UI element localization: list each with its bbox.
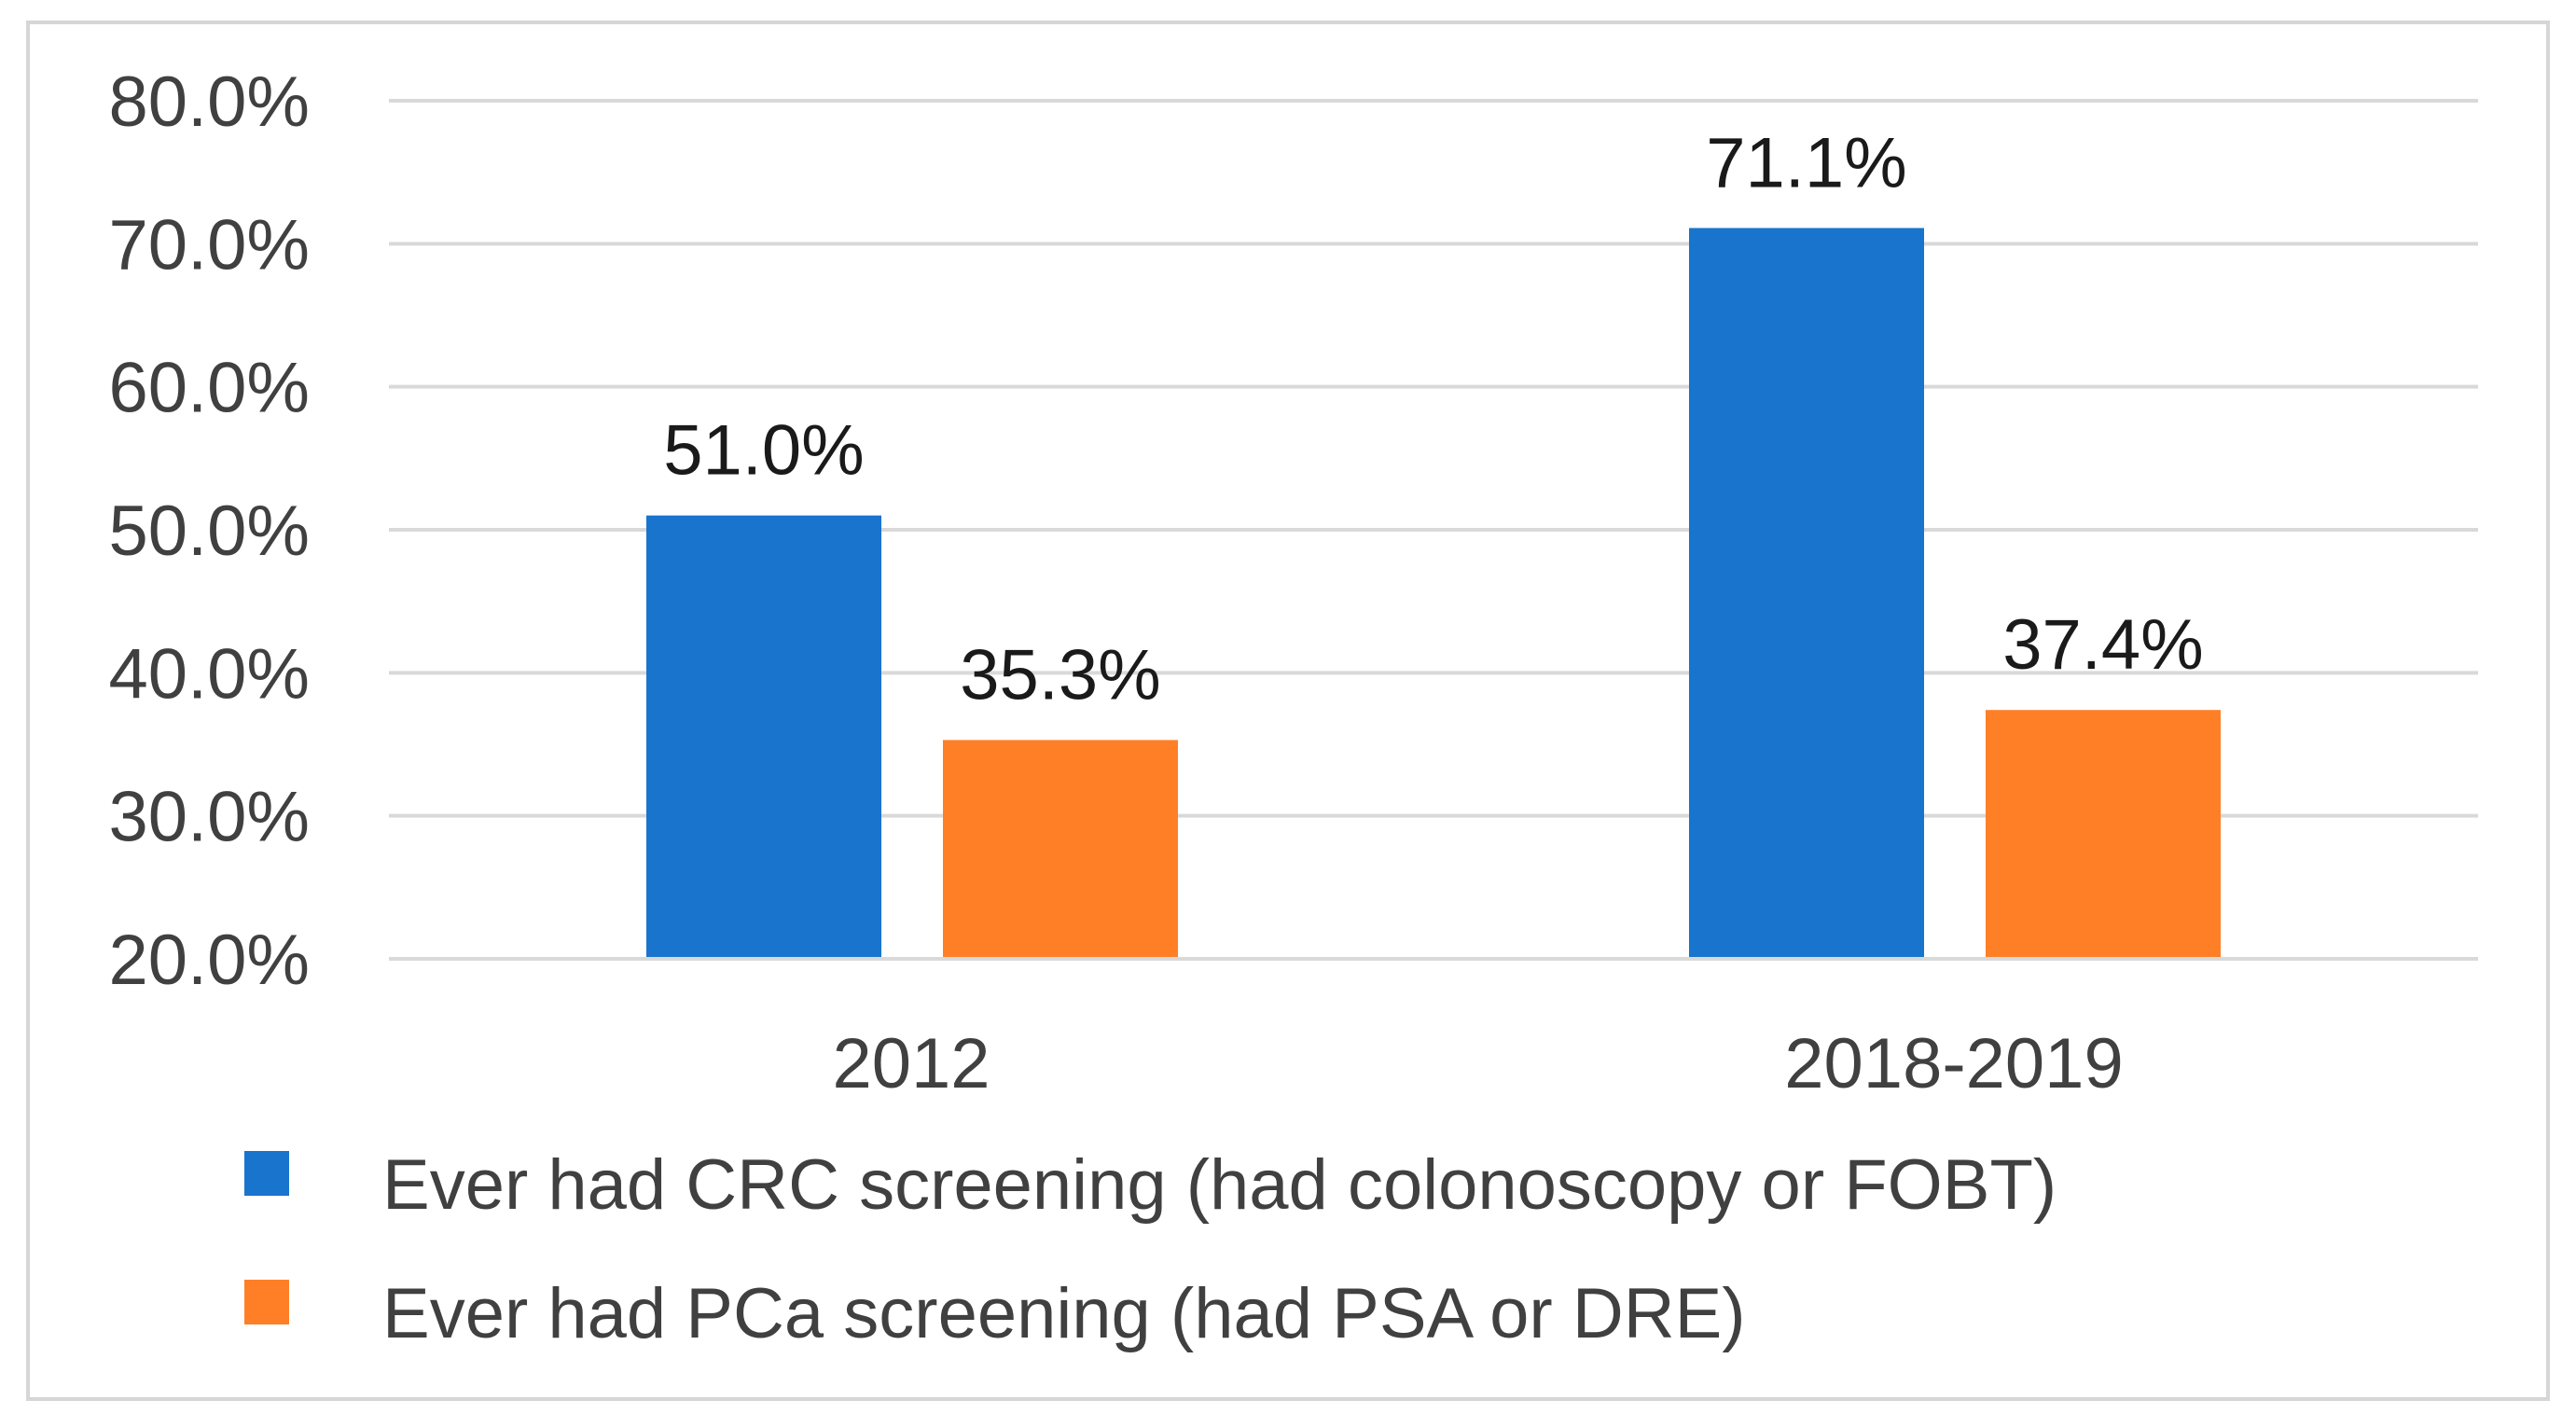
bar bbox=[943, 740, 1178, 959]
data-label: 51.0% bbox=[663, 411, 865, 491]
y-tick-label: 30.0% bbox=[109, 778, 311, 857]
bars bbox=[389, 228, 2478, 961]
data-label: 71.1% bbox=[1706, 123, 1907, 202]
bar bbox=[1689, 228, 1924, 959]
y-tick-label: 20.0% bbox=[109, 921, 311, 1000]
y-tick-label: 60.0% bbox=[109, 349, 311, 428]
data-label: 37.4% bbox=[2002, 605, 2204, 685]
legend: Ever had CRC screening (had colonoscopy … bbox=[244, 1145, 2057, 1353]
bar bbox=[1986, 710, 2221, 959]
legend-swatch bbox=[244, 1151, 289, 1196]
x-axis-categories: 2012 2018-2019 bbox=[832, 1024, 2123, 1103]
legend-swatch bbox=[244, 1280, 289, 1324]
legend-label: Ever had CRC screening (had colonoscopy … bbox=[382, 1145, 2057, 1225]
chart-frame: 20.0% 30.0% 40.0% 50.0% 60.0% 70.0% 80.0% 51.0… bbox=[26, 21, 2550, 1401]
data-label: 35.3% bbox=[960, 635, 1161, 714]
x-category-label: 2012 bbox=[832, 1024, 990, 1103]
y-axis-ticks: 20.0% 30.0% 40.0% 50.0% 60.0% 70.0% 80.0% bbox=[109, 62, 311, 1000]
y-tick-label: 80.0% bbox=[109, 62, 311, 142]
bar-chart: 20.0% 30.0% 40.0% 50.0% 60.0% 70.0% 80.0% 51.0… bbox=[109, 62, 2478, 1353]
y-tick-label: 70.0% bbox=[109, 205, 311, 284]
bar bbox=[646, 515, 881, 959]
x-category-label: 2018-2019 bbox=[1784, 1024, 2123, 1103]
y-tick-label: 50.0% bbox=[109, 492, 311, 571]
legend-label: Ever had PCa screening (had PSA or DRE) bbox=[382, 1274, 1746, 1353]
data-labels: 51.0% 35.3% 71.1% 37.4% bbox=[663, 123, 2204, 714]
y-tick-label: 40.0% bbox=[109, 634, 311, 714]
